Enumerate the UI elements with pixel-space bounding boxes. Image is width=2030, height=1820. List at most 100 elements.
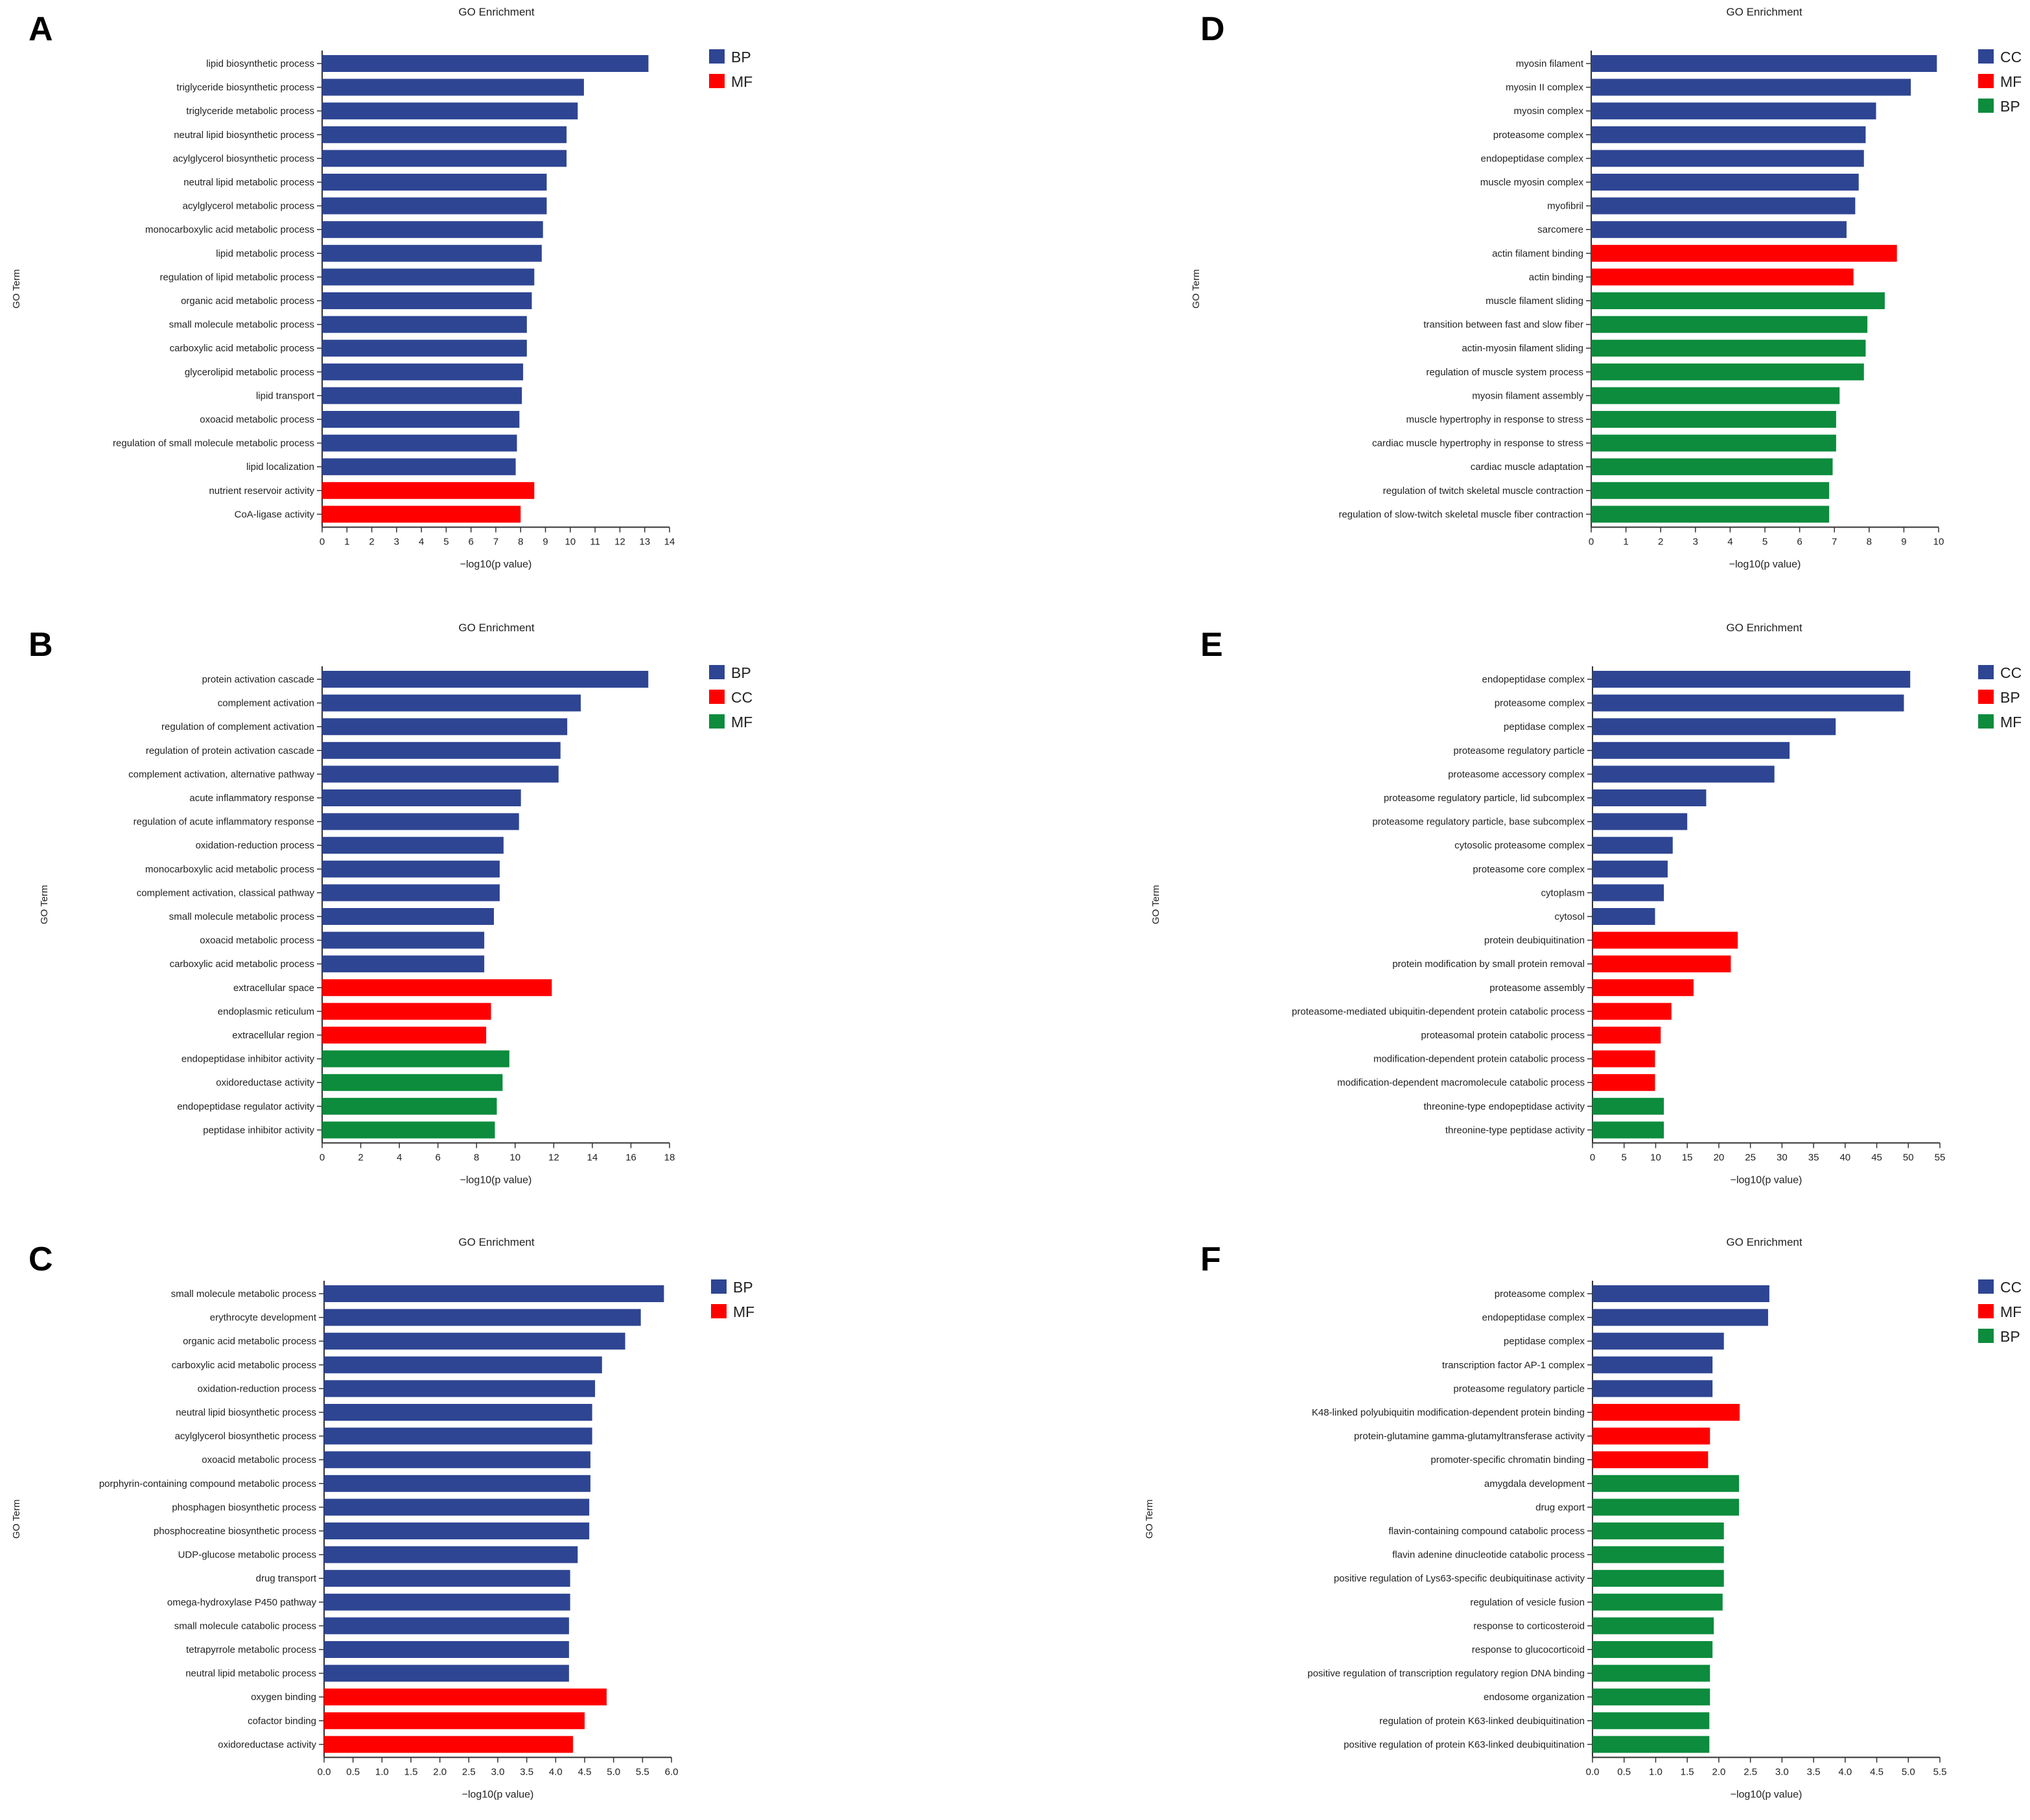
bar-label: small molecule metabolic process bbox=[171, 1289, 316, 1300]
bar bbox=[1592, 1285, 1769, 1302]
bar-label: peptidase complex bbox=[1504, 1336, 1585, 1347]
chart-title: GO Enrichment bbox=[458, 6, 534, 18]
bar bbox=[1592, 1617, 1714, 1635]
legend-swatch bbox=[709, 665, 725, 679]
bar-label: positive regulation of transcription reg… bbox=[1307, 1668, 1585, 1679]
bar bbox=[1591, 126, 1866, 143]
x-tick-label: 4.0 bbox=[1838, 1766, 1852, 1777]
bar bbox=[322, 506, 521, 523]
bar bbox=[324, 1356, 602, 1373]
bar-label: transition between fast and slow fiber bbox=[1423, 320, 1583, 331]
bar-label: response to corticosteroid bbox=[1473, 1620, 1585, 1631]
bar-label: complement activation, alternative pathw… bbox=[128, 769, 314, 780]
x-tick-label: 1.0 bbox=[1649, 1766, 1662, 1777]
bar bbox=[324, 1546, 578, 1563]
legend-swatch bbox=[709, 49, 725, 64]
bar-label: neutral lipid metabolic process bbox=[185, 1668, 316, 1679]
x-tick-label: 0.0 bbox=[1586, 1766, 1600, 1777]
x-tick-label: 55 bbox=[1935, 1152, 1946, 1163]
panel-letter: B bbox=[29, 626, 53, 664]
x-tick-label: 1 bbox=[1623, 536, 1628, 547]
bar-label: extracellular region bbox=[232, 1030, 314, 1041]
bar-label: monocarboxylic acid metabolic process bbox=[145, 224, 314, 235]
panel-f: F GO Enrichment GO Term proteasome complex e… bbox=[1144, 1236, 2022, 1800]
legend-label: CC bbox=[2000, 1279, 2022, 1296]
bar-label: proteasome complex bbox=[1495, 1289, 1585, 1300]
bar-label: proteasome regulatory particle bbox=[1453, 1383, 1585, 1394]
chart-title: GO Enrichment bbox=[1726, 6, 1802, 18]
bar bbox=[322, 102, 578, 120]
legend-label: BP bbox=[733, 1279, 753, 1296]
x-tick-label: 20 bbox=[1714, 1152, 1725, 1163]
chart-title: GO Enrichment bbox=[1726, 1236, 1802, 1248]
bar-label: small molecule metabolic process bbox=[169, 911, 314, 922]
bar-label: oxidation-reduction process bbox=[198, 1383, 316, 1394]
bar-label: cytosolic proteasome complex bbox=[1454, 840, 1585, 851]
bar bbox=[324, 1712, 585, 1729]
bar bbox=[322, 292, 532, 309]
x-tick-label: 0 bbox=[1589, 536, 1594, 547]
bar bbox=[1592, 860, 1668, 878]
legend-swatch bbox=[709, 714, 725, 729]
x-tick-label: 0.0 bbox=[318, 1766, 331, 1777]
bar-label: monocarboxylic acid metabolic process bbox=[145, 864, 314, 875]
legend-label: BP bbox=[2000, 689, 2020, 706]
bar bbox=[322, 931, 485, 949]
x-tick-label: 7 bbox=[493, 536, 498, 547]
x-axis-label: −log10(p value) bbox=[460, 559, 532, 570]
bar-label: neutral lipid metabolic process bbox=[183, 177, 314, 188]
legend-label: MF bbox=[2000, 714, 2022, 730]
x-axis-label: −log10(p value) bbox=[460, 1174, 532, 1185]
bar bbox=[322, 1097, 497, 1115]
x-tick-label: 10 bbox=[1933, 536, 1944, 547]
bar-label: oxidation-reduction process bbox=[196, 840, 314, 851]
bar bbox=[1592, 1380, 1713, 1397]
x-tick-label: 10 bbox=[1650, 1152, 1661, 1163]
bar bbox=[322, 741, 561, 759]
bar-label: sarcomere bbox=[1537, 224, 1583, 235]
bar bbox=[324, 1641, 569, 1658]
bar bbox=[1591, 268, 1854, 286]
bar bbox=[1592, 884, 1664, 902]
bar-label: acylglycerol metabolic process bbox=[183, 201, 314, 212]
legend-swatch bbox=[1978, 714, 1994, 729]
bar-label: amygdala development bbox=[1484, 1478, 1585, 1489]
bar-label: proteasome complex bbox=[1493, 130, 1584, 141]
bar-label: modification-dependent protein catabolic… bbox=[1373, 1054, 1585, 1065]
bar bbox=[1592, 979, 1694, 996]
bar-label: regulation of complement activation bbox=[161, 721, 314, 732]
bar-label: lipid transport bbox=[256, 390, 315, 401]
bar bbox=[322, 1003, 491, 1020]
bar bbox=[1591, 197, 1856, 215]
x-tick-label: 9 bbox=[542, 536, 548, 547]
bar bbox=[1592, 1736, 1710, 1753]
bar-label: muscle myosin complex bbox=[1480, 177, 1584, 188]
bar-label: endosome organization bbox=[1484, 1692, 1585, 1703]
bar bbox=[1592, 813, 1688, 830]
bar bbox=[1592, 1641, 1713, 1658]
bar bbox=[1592, 1664, 1710, 1682]
bar-label: organic acid metabolic process bbox=[183, 1336, 316, 1347]
bar bbox=[322, 387, 522, 404]
x-tick-label: 4.0 bbox=[549, 1766, 563, 1777]
legend-swatch bbox=[709, 690, 725, 704]
bar-label: proteasome regulatory particle, lid subc… bbox=[1384, 793, 1585, 804]
bar-label: acylglycerol biosynthetic process bbox=[173, 153, 314, 164]
bar-label: small molecule metabolic process bbox=[169, 320, 314, 331]
bar-label: proteasome regulatory particle, base sub… bbox=[1372, 817, 1585, 828]
bar bbox=[322, 1027, 487, 1044]
bar-label: myosin filament assembly bbox=[1472, 390, 1583, 401]
bar-label: regulation of protein activation cascade bbox=[146, 745, 314, 756]
x-tick-label: 2 bbox=[369, 536, 374, 547]
bar-label: flavin adenine dinucleotide catabolic pr… bbox=[1392, 1550, 1585, 1561]
panel-e: E GO Enrichment GO Term endopeptidase compl… bbox=[1150, 622, 2022, 1185]
bar-label: erythrocyte development bbox=[210, 1312, 317, 1324]
x-tick-label: 6 bbox=[469, 536, 474, 547]
bar-label: acute inflammatory response bbox=[189, 793, 314, 804]
y-axis-label: GO Term bbox=[11, 269, 22, 309]
bar bbox=[322, 813, 519, 830]
legend-swatch bbox=[1978, 665, 1994, 679]
bar bbox=[322, 244, 542, 262]
bar-label: porphyrin-containing compound metabolic … bbox=[99, 1478, 316, 1489]
